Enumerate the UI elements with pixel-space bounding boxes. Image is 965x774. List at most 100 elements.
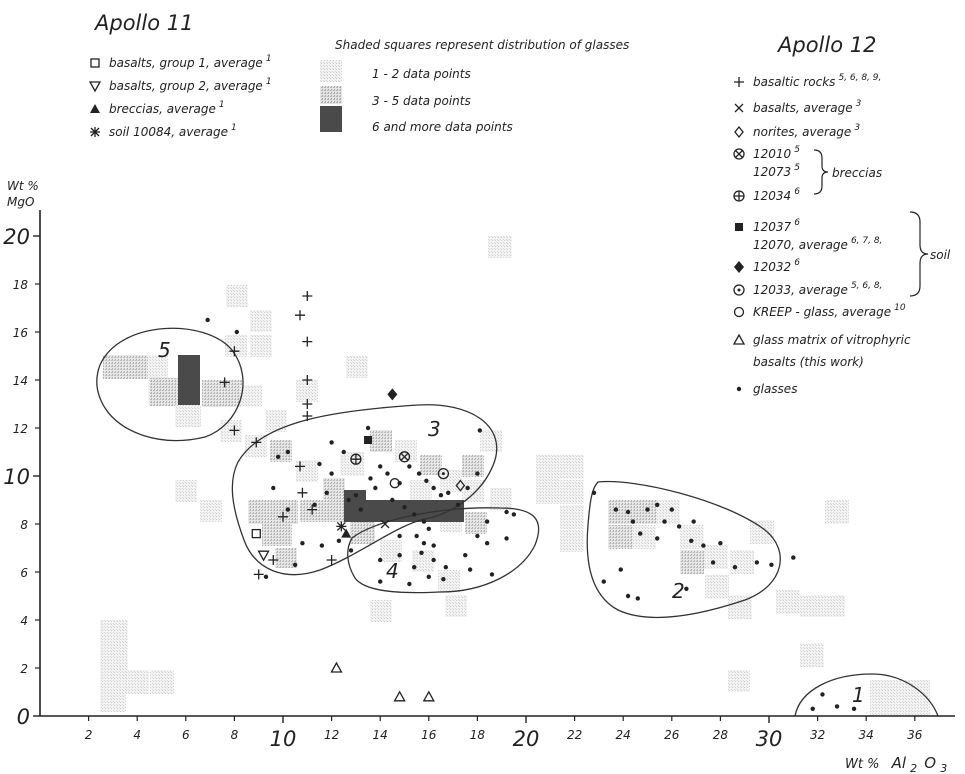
marker-plus — [302, 337, 312, 347]
y-tick-label: 6 — [20, 566, 28, 580]
marker-dot — [614, 507, 618, 511]
marker-dot — [407, 464, 411, 468]
marker-dot — [276, 455, 280, 459]
marker-dot — [235, 330, 239, 334]
region-label-2: 2 — [672, 579, 685, 603]
shade-square — [680, 550, 704, 574]
shade-square — [250, 310, 272, 332]
legend-item-ref: 3 — [856, 99, 862, 109]
legend-apollo11-title: Apollo 11 — [93, 11, 193, 35]
marker-dot — [424, 479, 428, 483]
marker-dot — [711, 560, 715, 564]
marker-dot — [478, 428, 482, 432]
legend-item-label: basalts (this work) — [753, 355, 864, 369]
marker-dot — [378, 558, 382, 562]
shade-square — [150, 670, 174, 694]
shade-square — [125, 670, 149, 694]
legend-shade-item-1: 1 - 2 data points — [372, 67, 471, 81]
marker-dot — [337, 539, 341, 543]
marker-plus — [302, 291, 312, 301]
y-tick-label: 14 — [13, 374, 28, 388]
shade-square — [560, 455, 584, 479]
x-tick-label: 28 — [713, 728, 729, 742]
legend-item-ref: 3 — [854, 123, 860, 133]
legend-item-text: 12033, average — [753, 283, 848, 297]
legend-item-label: norites, average 3 — [753, 123, 860, 139]
legend-item-label: soil 10084, average 1 — [109, 123, 237, 139]
marker-asterisk — [336, 521, 346, 531]
shade-square — [560, 530, 584, 552]
x-tick-label: 6 — [182, 728, 190, 742]
shade-square — [536, 480, 560, 504]
x-tick-label: 30 — [756, 727, 783, 751]
marker-dot — [317, 462, 321, 466]
legend-item-text: basaltic rocks — [753, 75, 835, 89]
x-tick-label: 22 — [567, 728, 582, 742]
marker-dot — [701, 543, 705, 547]
x-tick-label: 14 — [373, 728, 388, 742]
y-axis-label-line1: Wt % — [7, 179, 39, 193]
marker-dot — [359, 507, 363, 511]
marker-dot — [626, 510, 630, 514]
x-axis-label-sub1: 2 — [910, 762, 917, 774]
shade-square — [632, 500, 656, 524]
shade-square — [462, 480, 484, 502]
x-tick-label: 26 — [664, 728, 680, 742]
marker-plus — [295, 310, 305, 320]
marker-dot — [286, 507, 290, 511]
y-tick-label: 16 — [13, 326, 29, 340]
legend-item-text: 12037 — [753, 220, 792, 234]
marker-dot — [475, 534, 479, 538]
marker-dot — [342, 450, 346, 454]
legend-item-ref: 6 — [794, 187, 800, 197]
x-tick-label: 10 — [270, 727, 297, 751]
marker-dot — [431, 543, 435, 547]
marker-triangle-open — [395, 692, 405, 701]
marker-square-filled — [364, 436, 372, 444]
legend-item-ref: 1 — [231, 123, 237, 133]
legend-item-ref: 5, 6, 8, — [851, 281, 882, 291]
marker-dot — [638, 531, 642, 535]
shade-square — [800, 595, 845, 617]
shade-square — [262, 524, 292, 546]
region-label-5: 5 — [158, 338, 171, 362]
x-tick-label: 34 — [859, 728, 874, 742]
shade-square — [536, 455, 560, 480]
marker-dot — [412, 565, 416, 569]
x-tick-label: 20 — [513, 727, 540, 751]
marker-dot — [456, 503, 460, 507]
legend-item-text: norites, average — [753, 125, 851, 139]
marker-dot — [592, 491, 596, 495]
legend-item-text: 12032 — [753, 260, 791, 274]
marker-circle-dot-center — [738, 289, 741, 292]
x-axis-label: Wt % Al 2 O 3 — [845, 754, 947, 774]
marker-dot — [655, 536, 659, 540]
legend-item-label: breccias, average 1 — [109, 100, 225, 116]
legend-shade-item-3: 6 and more data points — [372, 120, 513, 134]
marker-triangle-open — [331, 663, 341, 672]
shade-square — [175, 480, 197, 502]
legend-apollo11: Apollo 11 basalts, group 1, average 1basa… — [90, 11, 272, 139]
legend-item-text: basalts, group 1, average — [109, 56, 263, 70]
x-tick-label: 32 — [810, 728, 825, 742]
marker-dot — [852, 707, 856, 711]
marker-dot — [446, 491, 450, 495]
marker-dot — [325, 491, 329, 495]
shade-square — [370, 430, 392, 452]
marker-dot — [354, 493, 358, 497]
legend-item-ref: 1 — [266, 77, 272, 87]
y-tick-label: 0 — [17, 705, 30, 729]
shade-square — [175, 405, 201, 427]
marker-dot — [465, 486, 469, 490]
brace-breccias — [814, 150, 828, 194]
x-axis-ticks: 2 4 6 8 12 14 16 18 22 24 26 28 32 34 3610 20 30 — [85, 716, 923, 751]
shade-square — [323, 478, 345, 500]
marker-triangle-open — [424, 692, 434, 701]
marker-dot — [441, 577, 445, 581]
shade-square — [632, 525, 656, 549]
y-tick-label: 20 — [3, 225, 30, 249]
marker-dot — [490, 572, 494, 576]
marker-dot — [368, 476, 372, 480]
region-label-4: 4 — [386, 559, 399, 583]
